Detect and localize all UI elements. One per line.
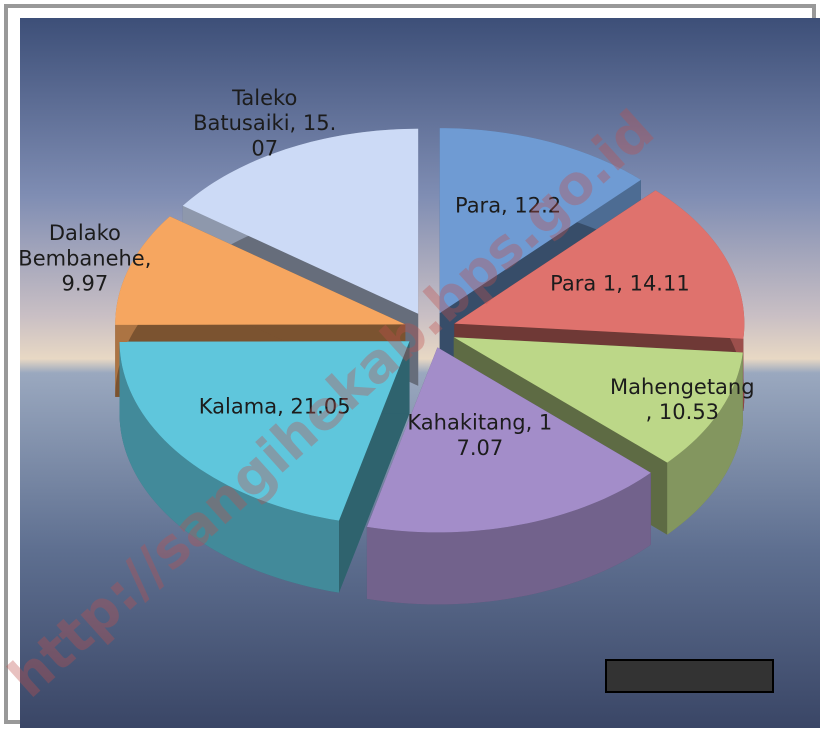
page: {"chart_data": {"type": "pie3d", "values… [0, 0, 825, 728]
chart: Para, 12.2Para 1, 14.11Mahengetang, 10.5… [0, 0, 825, 728]
black-box [606, 660, 773, 692]
data-label: Para 1, 14.11 [550, 271, 690, 295]
